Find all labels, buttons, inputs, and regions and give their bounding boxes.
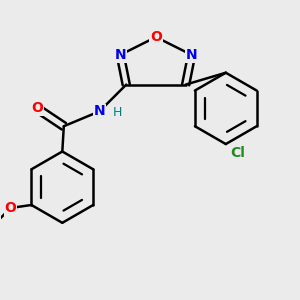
Text: N: N	[115, 48, 126, 62]
Text: O: O	[150, 30, 162, 44]
Text: O: O	[31, 101, 43, 116]
Text: N: N	[94, 104, 105, 118]
Text: O: O	[5, 201, 16, 215]
Text: H: H	[112, 106, 122, 119]
Text: N: N	[186, 48, 197, 62]
Text: Cl: Cl	[230, 146, 245, 160]
